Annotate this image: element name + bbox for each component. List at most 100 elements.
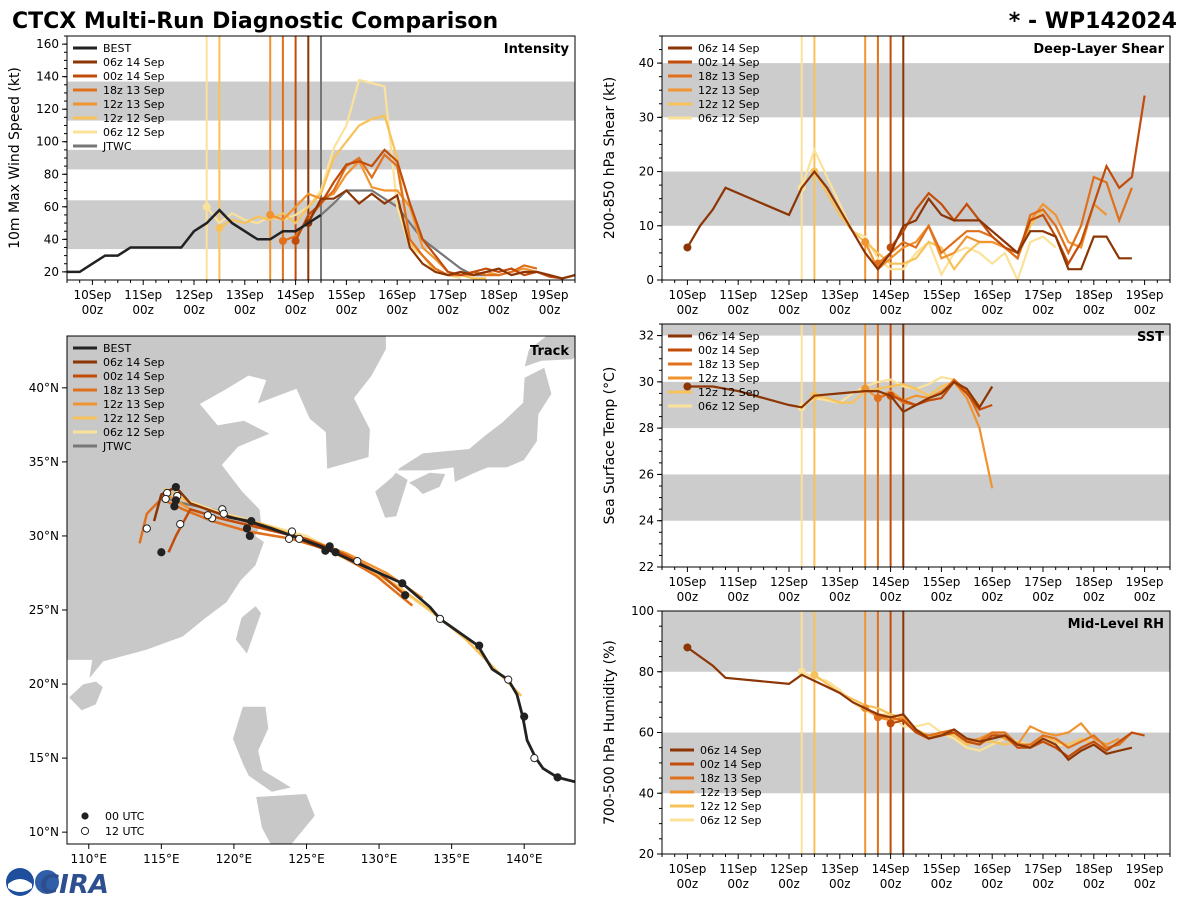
x-tick-label-hour: 00z (778, 303, 800, 317)
x-tick-label-day: 10Sep (668, 288, 706, 302)
series-start-marker (886, 719, 895, 728)
series-start-marker (797, 667, 806, 676)
x-tick-label-hour: 00z (677, 303, 699, 317)
marker-00utc (247, 517, 256, 526)
series-start-marker (683, 643, 692, 652)
plot-frame (66, 335, 576, 845)
marker-00utc (520, 712, 529, 721)
x-tick-label-hour: 00z (727, 590, 749, 604)
y-tick-label: 35°N (29, 455, 59, 469)
land-visayas (255, 793, 316, 844)
y-axis-label: 700-500 hPa Humidity (%) (602, 640, 618, 825)
legend-label: 06z 14 Sep (700, 744, 762, 757)
y-tick-label: 20°N (29, 677, 59, 691)
x-tick-label-day: 13Sep (821, 288, 859, 302)
y-tick-label: 30 (639, 375, 654, 389)
y-axis-label: 200-850 hPa Shear (kt) (602, 77, 618, 239)
y-tick-label: 140 (36, 70, 59, 84)
series-line-12z-13-Sep (864, 202, 1108, 271)
legend-marker-12utc (80, 826, 90, 836)
series-line-JTWC (320, 189, 487, 277)
series-start-marker (278, 236, 287, 245)
x-tick-label-day: 19Sep (531, 288, 569, 302)
legend-label: 12z 12 Sep (698, 386, 760, 399)
legend-label: 12z 12 Sep (698, 98, 760, 111)
legend-label: 00z 14 Sep (700, 758, 762, 771)
x-tick-label-hour: 00z (829, 877, 851, 891)
y-tick-label: 100 (631, 604, 654, 618)
x-tick-label-day: 19Sep (1126, 288, 1164, 302)
x-tick-label-hour: 00z (336, 303, 358, 317)
legend-label: 18z 13 Sep (103, 384, 165, 397)
threshold-band (662, 324, 1170, 336)
x-tick-label-hour: 00z (778, 877, 800, 891)
x-tick-label-hour: 00z (1032, 877, 1054, 891)
x-tick-label-day: 13Sep (226, 288, 264, 302)
series-start-marker (202, 202, 211, 211)
marker-12utc (142, 524, 151, 533)
x-tick-label-day: 14Sep (872, 575, 910, 589)
noaa-logo-wave (8, 879, 32, 892)
panel-title: Deep-Layer Shear (1033, 42, 1164, 57)
x-tick-label-hour: 00z (183, 303, 205, 317)
x-tick-label-day: 11Sep (124, 288, 162, 302)
x-tick-label-hour: 00z (285, 303, 307, 317)
legend-label: 06z 12 Sep (103, 126, 165, 139)
x-tick-label-day: 19Sep (1126, 575, 1164, 589)
marker-12utc (161, 494, 170, 504)
legend-label: 12 UTC (105, 825, 145, 838)
legend-label: 18z 13 Sep (698, 358, 760, 371)
x-tick-label-hour: 00z (386, 303, 408, 317)
legend-label: 12z 13 Sep (103, 398, 165, 411)
plot-area (662, 324, 1170, 567)
y-tick-label: 100 (36, 135, 59, 149)
series-line-06z-14-Sep (687, 380, 994, 414)
y-tick-label: 26 (639, 467, 654, 481)
legend-label: 06z 14 Sep (103, 356, 165, 369)
x-tick-label-day: 18Sep (1075, 862, 1113, 876)
x-tick-label-hour: 00z (981, 590, 1003, 604)
x-tick-label: 135°E (433, 852, 470, 866)
y-tick-label: 80 (44, 167, 59, 181)
legend-label: 06z 14 Sep (698, 42, 760, 55)
marker-12utc (435, 614, 445, 623)
legend-label: 00z 14 Sep (698, 56, 760, 69)
series-start-marker (683, 382, 692, 391)
y-tick-label: 80 (639, 665, 654, 679)
panel-sst: 22242628303210Sep00z11Sep00z12Sep00z13Se… (602, 323, 1171, 604)
x-tick-label-day: 19Sep (1126, 862, 1164, 876)
legend-label: 18z 13 Sep (103, 84, 165, 97)
legend-label: 12z 13 Sep (103, 98, 165, 111)
marker-00utc (398, 579, 407, 588)
x-tick-label-day: 16Sep (973, 288, 1011, 302)
x-tick-label: 110°E (71, 852, 108, 866)
x-tick-label-hour: 00z (880, 590, 902, 604)
x-tick-label-hour: 00z (880, 303, 902, 317)
y-tick-label: 30°N (29, 529, 59, 543)
x-tick-label-hour: 00z (677, 590, 699, 604)
x-tick-label-day: 10Sep (668, 862, 706, 876)
marker-12utc (287, 527, 297, 536)
x-tick-label-day: 14Sep (872, 862, 910, 876)
x-tick-label: 140°E (506, 852, 543, 866)
legend-label: 12z 13 Sep (698, 372, 760, 385)
series-line-06z-14-Sep (686, 169, 1132, 271)
x-tick-label-hour: 00z (437, 303, 459, 317)
x-tick-label-hour: 00z (1032, 590, 1054, 604)
y-tick-label: 40 (639, 786, 654, 800)
x-tick-label-hour: 00z (880, 877, 902, 891)
y-tick-label: 28 (639, 421, 654, 435)
y-tick-label: 120 (36, 102, 59, 116)
x-tick-label-hour: 00z (981, 877, 1003, 891)
x-tick-label-day: 15Sep (922, 862, 960, 876)
threshold-band (662, 732, 1170, 794)
marker-00utc (401, 591, 410, 600)
land-hokkaido (523, 336, 575, 368)
y-tick-label: 60 (639, 726, 654, 740)
y-tick-label: 160 (36, 37, 59, 51)
x-tick-label-day: 15Sep (922, 575, 960, 589)
x-tick-label-day: 17Sep (1024, 862, 1062, 876)
land-shikoku (407, 471, 447, 495)
plot-area (662, 611, 1170, 854)
legend-label: 00 UTC (105, 810, 145, 823)
